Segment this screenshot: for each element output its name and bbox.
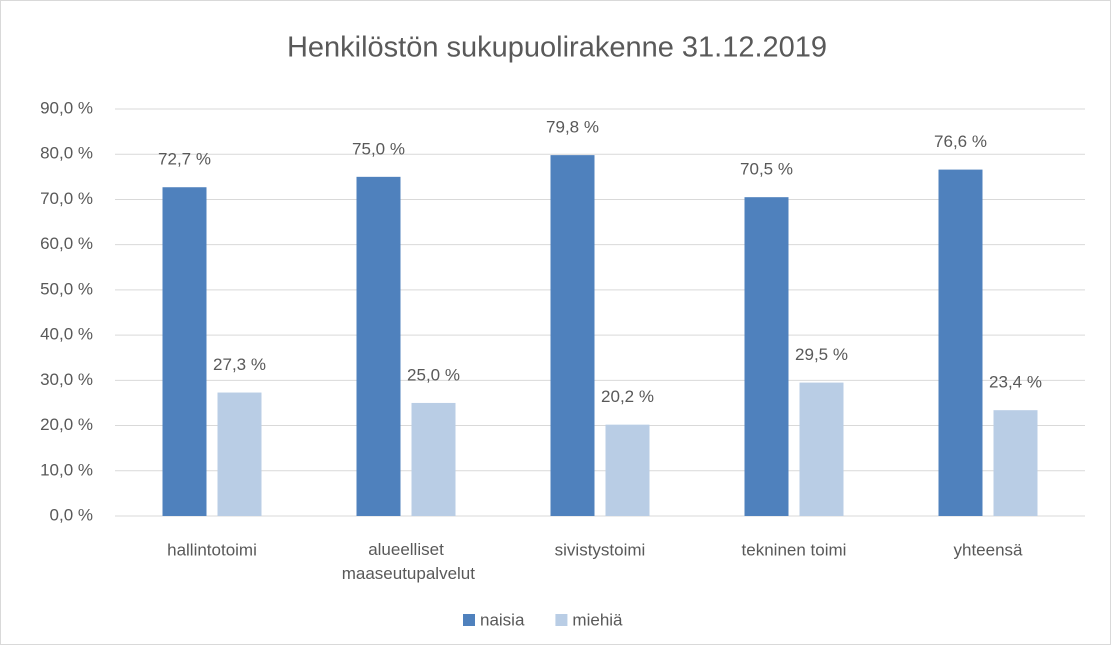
bar: [744, 197, 789, 516]
y-tick-label: 50,0 %: [40, 279, 93, 298]
bar: [217, 392, 262, 516]
y-tick-label: 60,0 %: [40, 234, 93, 253]
data-label: 25,0 %: [407, 365, 460, 384]
bar: [162, 187, 207, 517]
data-label: 76,6 %: [934, 132, 987, 151]
x-tick-label: yhteensä: [954, 540, 1024, 559]
data-label: 29,5 %: [795, 345, 848, 364]
x-tick-label: hallintotoimi: [167, 540, 257, 559]
x-tick-label: alueelliset maaseutupalvelut: [337, 540, 475, 583]
y-tick-label: 40,0 %: [40, 325, 93, 344]
chart-title: Henkilöstön sukupuolirakenne 31.12.2019: [287, 32, 827, 64]
legend-label: naisia: [480, 610, 525, 629]
data-label: 70,5 %: [740, 160, 793, 179]
legend-label: miehiä: [572, 610, 623, 629]
y-tick-label: 20,0 %: [40, 415, 93, 434]
y-tick-label: 80,0 %: [40, 144, 93, 163]
x-tick-label: sivistystoimi: [555, 540, 646, 559]
legend-swatch: [463, 614, 475, 626]
data-label: 27,3 %: [213, 355, 266, 374]
data-label: 79,8 %: [546, 118, 599, 137]
data-label: 20,2 %: [601, 387, 654, 406]
bar: [605, 424, 650, 516]
data-label: 72,7 %: [158, 150, 211, 169]
y-tick-label: 70,0 %: [40, 189, 93, 208]
y-tick-label: 0,0 %: [50, 505, 93, 524]
data-label: 23,4 %: [989, 373, 1042, 392]
legend-swatch: [555, 614, 568, 626]
bar: [993, 410, 1038, 516]
bar: [411, 402, 456, 516]
x-tick-label: tekninen toimi: [742, 540, 847, 559]
bar: [938, 169, 983, 516]
bar: [799, 382, 844, 516]
y-tick-label: 90,0 %: [40, 98, 93, 117]
bar: [550, 155, 595, 517]
bar: [356, 176, 401, 517]
y-tick-label: 30,0 %: [40, 370, 93, 389]
y-tick-label: 10,0 %: [40, 460, 93, 479]
data-label: 75,0 %: [352, 139, 405, 158]
